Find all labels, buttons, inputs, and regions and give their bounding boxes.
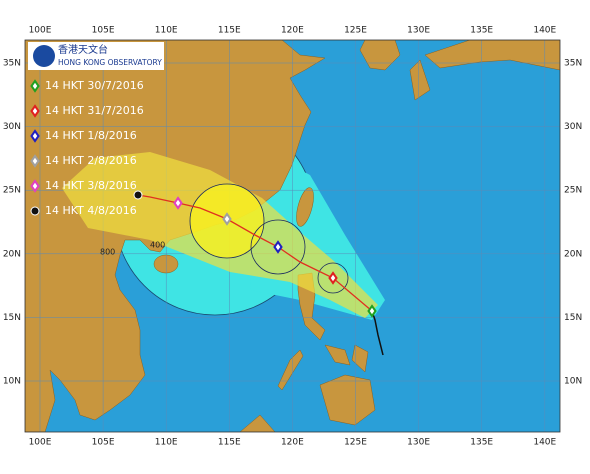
- logo-english: HONG KONG OBSERVATORY: [58, 58, 162, 67]
- longitude-label: 115E: [218, 438, 241, 448]
- marker: [30, 179, 40, 193]
- latitude-label: 35N: [564, 59, 582, 69]
- latitude-label: 15N: [3, 313, 21, 323]
- marker: [30, 79, 40, 93]
- longitude-label: 120E: [281, 26, 304, 36]
- wind-circle: [250, 219, 306, 275]
- longitude-label: 115E: [218, 26, 241, 36]
- marker: [222, 212, 232, 226]
- marker: [30, 154, 40, 168]
- longitude-label: 100E: [29, 26, 52, 36]
- marker: [173, 196, 183, 210]
- axis-labels: 100E 100E 105E 105E 110E 110E 115E 115E 120E 120E…: [3, 26, 582, 448]
- marker: [328, 271, 338, 285]
- logo-chinese: 香港天文台: [58, 43, 108, 56]
- longitude-label: 140E: [533, 438, 556, 448]
- longitude-label: 125E: [344, 26, 367, 36]
- latitude-label: 10N: [564, 377, 582, 387]
- radius-label: 800: [100, 248, 115, 257]
- longitude-label: 105E: [92, 26, 115, 36]
- longitude-label: 140E: [533, 26, 556, 36]
- longitude-label: 110E: [155, 438, 178, 448]
- track-markers: [133, 190, 377, 318]
- legend-label: 14 HKT 4/8/2016: [45, 204, 137, 217]
- longitude-label: 130E: [407, 438, 430, 448]
- longitude-label: 135E: [470, 26, 493, 36]
- longitude-label: 100E: [29, 438, 52, 448]
- marker: [30, 104, 40, 118]
- marker: [367, 304, 377, 318]
- map-area: 400 800: [25, 40, 560, 432]
- legend-label: 14 HKT 3/8/2016: [45, 179, 137, 192]
- radius-label: 400: [150, 241, 165, 250]
- latitude-label: 35N: [3, 59, 21, 69]
- latitude-label: 30N: [564, 122, 582, 132]
- marker: [30, 206, 40, 216]
- legend: 14 HKT 30/7/2016 14 HKT 31/7/2016 14 HKT 1…: [30, 79, 144, 217]
- legend-label: 14 HKT 1/8/2016: [45, 129, 137, 142]
- latitude-label: 20N: [564, 249, 582, 259]
- logo-icon: [33, 45, 55, 67]
- latitude-label: 25N: [564, 186, 582, 196]
- wind-circle: [317, 262, 349, 294]
- longitude-label: 105E: [92, 438, 115, 448]
- longitude-label: 135E: [470, 438, 493, 448]
- forecast-track: [137, 194, 373, 312]
- marker: [30, 129, 40, 143]
- marker: [273, 240, 283, 254]
- frame: [24, 39, 561, 433]
- legend-label: 14 HKT 31/7/2016: [45, 104, 144, 117]
- latitude-label: 20N: [3, 249, 21, 259]
- marker: [133, 190, 143, 200]
- latitude-label: 25N: [3, 186, 21, 196]
- legend-label: 14 HKT 2/8/2016: [45, 154, 137, 167]
- latitude-label: 15N: [564, 313, 582, 323]
- longitude-label: 125E: [344, 438, 367, 448]
- longitude-label: 110E: [155, 26, 178, 36]
- legend-label: 14 HKT 30/7/2016: [45, 79, 144, 92]
- latitude-label: 30N: [3, 122, 21, 132]
- latitude-label: 10N: [3, 377, 21, 387]
- longitude-label: 130E: [407, 26, 430, 36]
- longitude-label: 120E: [281, 438, 304, 448]
